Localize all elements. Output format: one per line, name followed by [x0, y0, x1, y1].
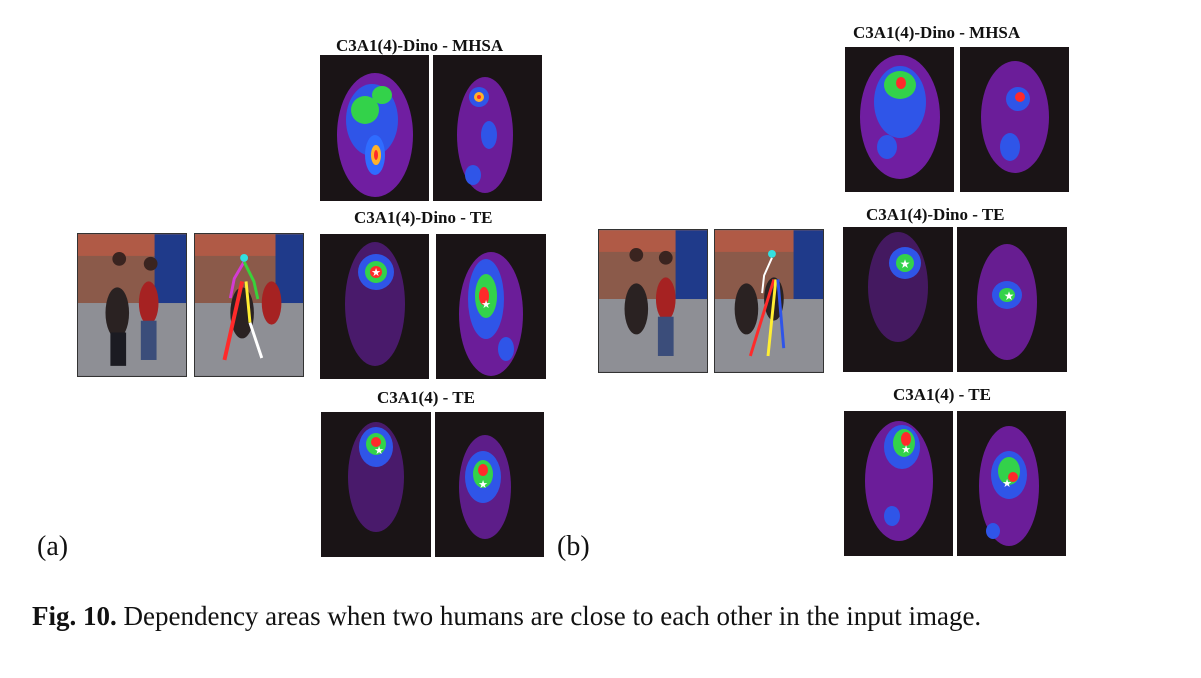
heatmap-te-b-2: ★ — [957, 411, 1066, 556]
figure-caption: Fig. 10. Dependency areas when two human… — [32, 598, 1182, 634]
figure-label: Fig. 10. — [32, 601, 117, 631]
title-te-dino-a: C3A1(4)-Dino - TE — [354, 208, 493, 227]
heatmap-te-dino-b-1: ★ — [843, 227, 953, 372]
heatmap-mhsa-a-1 — [320, 55, 429, 201]
title-mhsa-a: C3A1(4)-Dino - MHSA — [336, 36, 504, 55]
input-image-skeleton-b — [714, 229, 824, 373]
input-image-skeleton-a — [194, 233, 304, 377]
svg-text:★: ★ — [374, 445, 384, 457]
svg-text:★: ★ — [478, 479, 488, 491]
heatmap-te-dino-a-2: ★ — [436, 234, 546, 379]
svg-text:★: ★ — [1002, 478, 1012, 490]
svg-text:★: ★ — [371, 267, 381, 279]
street-photo-image — [599, 230, 707, 372]
heatmap-mhsa-a-2 — [433, 55, 542, 201]
caption-text: Dependency areas when two humans are clo… — [116, 601, 982, 631]
svg-text:★: ★ — [901, 444, 911, 456]
title-te-a: C3A1(4) - TE — [377, 388, 475, 407]
title-te-dino-b: C3A1(4)-Dino - TE — [866, 205, 1005, 224]
input-image-a — [77, 233, 187, 377]
heatmap-te-a-2: ★ — [435, 412, 544, 557]
skeleton-overlay-image — [195, 234, 303, 376]
svg-text:★: ★ — [1004, 289, 1015, 303]
svg-text:★: ★ — [900, 257, 911, 271]
street-photo-image — [78, 234, 186, 376]
heatmap-te-dino-b-2: ★ — [957, 227, 1067, 372]
heatmap-te-a-1: ★ — [321, 412, 431, 557]
heatmap-mhsa-b-2 — [960, 47, 1069, 192]
input-image-b — [598, 229, 708, 373]
title-mhsa-b: C3A1(4)-Dino - MHSA — [853, 23, 1021, 42]
heatmap-mhsa-b-1 — [845, 47, 954, 192]
heatmap-te-dino-a-1: ★ — [320, 234, 429, 379]
panel-a-label: (a) — [37, 531, 69, 562]
skeleton-overlay-image — [715, 230, 823, 372]
svg-text:★: ★ — [481, 299, 491, 311]
title-te-b: C3A1(4) - TE — [893, 385, 991, 404]
heatmap-te-b-1: ★ — [844, 411, 953, 556]
panel-b-label: (b) — [557, 531, 590, 562]
